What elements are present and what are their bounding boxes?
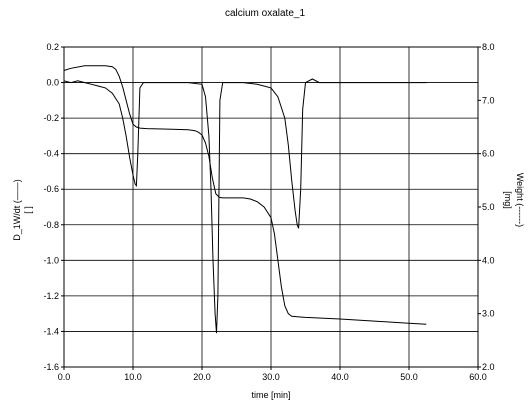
y-left-tick-label: -0.2 <box>43 113 59 123</box>
y-left-tick-label: -1.0 <box>43 255 59 265</box>
y-right-axis-ticks: 8.0 7.0 6.0 5.0 4.0 3.0 2.0 <box>478 42 495 372</box>
y-right-tick-label: 8.0 <box>482 42 495 52</box>
y-right-tick-label: 7.0 <box>482 95 495 105</box>
y-right-tick-label: 6.0 <box>482 149 495 159</box>
x-axis-ticks: 0.0 10.0 20.0 30.0 40.0 50.0 60.0 <box>58 367 487 382</box>
y-left-tick-label: 0.0 <box>46 78 59 88</box>
y-left-axis-label: D_1W/dt (——) <box>12 179 22 241</box>
x-tick-label: 40.0 <box>331 372 349 382</box>
x-tick-label: 50.0 <box>400 372 418 382</box>
dtg-series-line <box>63 78 427 334</box>
y-left-tick-label: -1.6 <box>43 362 59 372</box>
y-left-tick-label: -1.4 <box>43 326 59 336</box>
y-left-axis-unit: [ ] <box>23 206 33 214</box>
y-right-tick-label: 4.0 <box>482 255 495 265</box>
grid <box>64 47 478 367</box>
chart-title: calcium oxalate_1 <box>225 8 305 19</box>
x-tick-label: 0.0 <box>58 372 71 382</box>
y-left-tick-label: -1.2 <box>43 291 59 301</box>
y-right-axis-unit: [mg] <box>503 191 513 209</box>
y-left-tick-label: -0.6 <box>43 184 59 194</box>
series-layer <box>63 65 427 334</box>
y-left-axis-ticks: 0.2 0.0 -0.2 -0.4 -0.6 -0.8 -1.0 -1.2 -1.4 -1.6 <box>43 42 64 372</box>
y-left-tick-label: 0.2 <box>46 42 59 52</box>
y-right-tick-label: 3.0 <box>482 309 495 319</box>
y-left-tick-label: -0.4 <box>43 149 59 159</box>
x-tick-label: 10.0 <box>124 372 142 382</box>
y-left-tick-label: -0.8 <box>43 220 59 230</box>
x-axis-label: time [min] <box>251 390 290 400</box>
y-right-axis-label: Weight (------) <box>515 173 525 227</box>
x-tick-label: 60.0 <box>469 372 487 382</box>
y-right-tick-label: 2.0 <box>482 362 495 372</box>
weight-series-line <box>63 65 427 325</box>
x-tick-label: 30.0 <box>262 372 280 382</box>
y-right-tick-label: 5.0 <box>482 202 495 212</box>
x-tick-label: 20.0 <box>193 372 211 382</box>
